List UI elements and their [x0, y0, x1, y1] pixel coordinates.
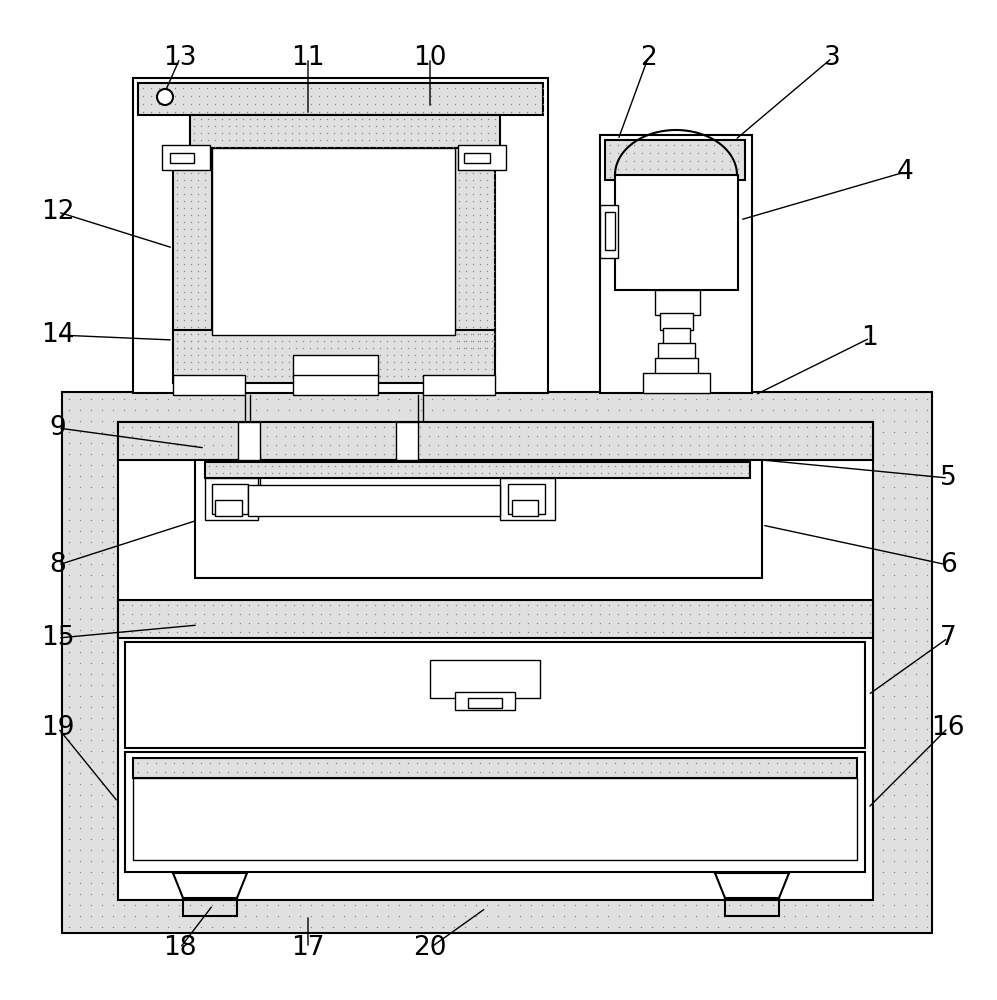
- Bar: [468, 698, 502, 708]
- Bar: [173, 330, 495, 383]
- Bar: [133, 778, 857, 860]
- Bar: [600, 135, 752, 393]
- Bar: [125, 642, 865, 748]
- Text: 14: 14: [41, 322, 75, 348]
- Text: 15: 15: [41, 625, 75, 651]
- Bar: [125, 752, 865, 872]
- Text: 11: 11: [291, 45, 325, 71]
- Bar: [138, 83, 543, 115]
- Text: 3: 3: [824, 45, 840, 71]
- Bar: [396, 422, 418, 460]
- Bar: [512, 500, 538, 516]
- Bar: [205, 478, 258, 520]
- Bar: [118, 422, 873, 900]
- Bar: [133, 78, 548, 393]
- Bar: [660, 313, 693, 330]
- Bar: [215, 500, 242, 516]
- Bar: [62, 392, 932, 933]
- Text: 10: 10: [413, 45, 447, 71]
- Text: 9: 9: [50, 415, 67, 441]
- Bar: [500, 478, 555, 520]
- Bar: [663, 328, 690, 345]
- Text: 5: 5: [939, 465, 956, 491]
- Bar: [458, 145, 506, 170]
- Text: 6: 6: [939, 552, 956, 578]
- Bar: [162, 145, 210, 170]
- Text: 4: 4: [896, 159, 913, 185]
- Bar: [293, 375, 378, 395]
- Bar: [655, 358, 698, 375]
- Text: 8: 8: [50, 552, 67, 578]
- Bar: [170, 153, 194, 163]
- Bar: [643, 373, 710, 393]
- Text: 16: 16: [931, 715, 965, 741]
- Text: 18: 18: [164, 935, 196, 961]
- Bar: [508, 484, 545, 514]
- Circle shape: [157, 89, 173, 105]
- Bar: [205, 462, 750, 478]
- Text: 12: 12: [41, 199, 75, 225]
- Text: 7: 7: [939, 625, 956, 651]
- Bar: [605, 212, 615, 250]
- Bar: [455, 148, 495, 355]
- Polygon shape: [715, 873, 789, 898]
- Text: 13: 13: [164, 45, 196, 71]
- Bar: [600, 205, 618, 258]
- Bar: [133, 758, 857, 778]
- Bar: [658, 343, 695, 360]
- Bar: [655, 290, 700, 315]
- Bar: [212, 484, 248, 514]
- Bar: [212, 148, 455, 335]
- Bar: [248, 485, 500, 516]
- Bar: [464, 153, 490, 163]
- Bar: [195, 460, 762, 578]
- Text: 20: 20: [413, 935, 447, 961]
- Bar: [293, 355, 378, 378]
- Bar: [190, 115, 500, 148]
- Bar: [605, 140, 745, 180]
- Text: 1: 1: [861, 325, 878, 351]
- Bar: [173, 148, 212, 355]
- Bar: [423, 375, 495, 395]
- Bar: [430, 660, 540, 698]
- Text: 2: 2: [640, 45, 656, 71]
- Text: 17: 17: [291, 935, 325, 961]
- Bar: [118, 600, 873, 638]
- Bar: [238, 422, 260, 460]
- Text: 19: 19: [41, 715, 75, 741]
- Polygon shape: [173, 873, 247, 898]
- Bar: [455, 692, 515, 710]
- Bar: [118, 422, 873, 460]
- Bar: [173, 375, 245, 395]
- Bar: [615, 175, 738, 290]
